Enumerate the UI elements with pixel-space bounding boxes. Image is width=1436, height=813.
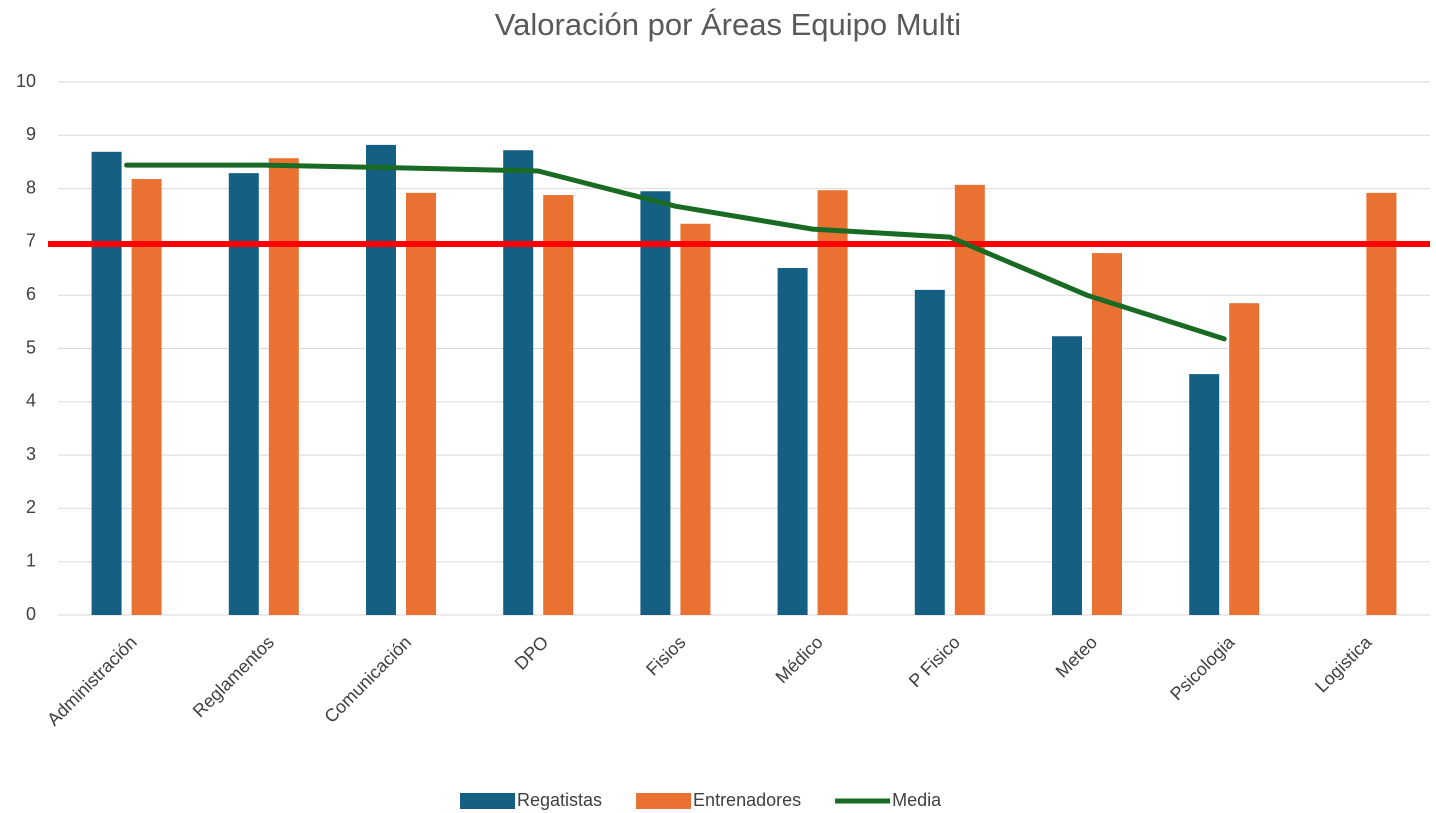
y-tick-label: 5: [26, 337, 36, 357]
bar: [640, 191, 671, 615]
x-tick-label: DPO: [511, 632, 553, 674]
legend-swatch: [460, 793, 515, 809]
y-tick-label: 0: [26, 604, 36, 624]
bar: [1366, 192, 1397, 615]
chart-title: Valoración por Áreas Equipo Multi: [495, 7, 961, 42]
y-tick-label: 3: [26, 444, 36, 464]
bar: [131, 179, 162, 616]
legend-label: Media: [892, 790, 942, 810]
bar: [914, 289, 945, 615]
x-tick-label: Logistica: [1311, 631, 1376, 696]
bar: [1052, 336, 1082, 615]
bar: [1189, 374, 1220, 615]
bar: [228, 173, 259, 615]
x-tick-label: Administración: [43, 632, 141, 730]
bar: [268, 158, 299, 615]
bar: [817, 190, 848, 615]
y-tick-label: 2: [26, 497, 36, 517]
x-tick-label: Fisios: [642, 632, 689, 679]
bar: [1229, 303, 1260, 615]
legend-label: Regatistas: [517, 790, 602, 810]
y-tick-label: 1: [26, 550, 36, 570]
y-tick-label: 6: [26, 284, 36, 304]
bar: [91, 151, 122, 615]
bar: [366, 144, 396, 616]
x-tick-label: Comunicación: [320, 632, 415, 727]
bar: [777, 268, 808, 615]
y-tick-label: 4: [26, 391, 36, 411]
y-tick-label: 7: [26, 231, 36, 251]
x-tick-label: Médico: [772, 632, 827, 687]
x-tick-label: Psicologia: [1166, 631, 1239, 704]
line: [124, 162, 1227, 342]
legend-label: Entrenadores: [693, 790, 801, 810]
y-tick-label: 10: [16, 71, 36, 91]
y-tick-label: 9: [26, 124, 36, 144]
x-tick-label: P Fisico: [905, 632, 964, 691]
x-tick-label: Meteo: [1052, 632, 1102, 682]
bar: [1092, 253, 1122, 615]
legend-swatch: [636, 793, 692, 809]
y-tick-label: 8: [26, 177, 36, 197]
bar: [680, 223, 711, 615]
bar: [954, 184, 985, 615]
x-tick-label: Reglamentos: [189, 632, 278, 721]
bar: [503, 150, 534, 615]
bar: [543, 194, 574, 615]
bar: [406, 192, 436, 615]
